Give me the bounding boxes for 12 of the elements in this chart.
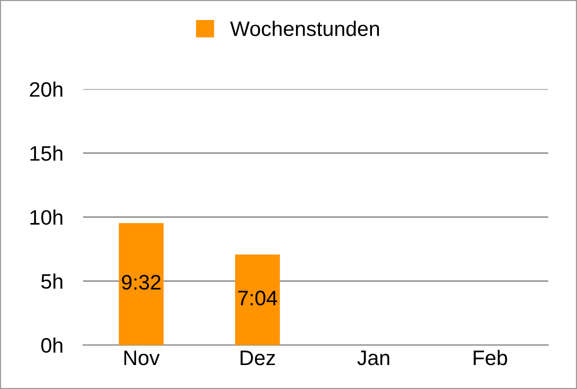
data-label: 7:04 [238,290,278,306]
x-tick-label: Nov [124,350,160,366]
y-tick-label: 10h [30,210,62,225]
data-label: 9:32 [122,274,160,290]
y-tick-label: 0h [41,337,62,353]
y-tick-label: 20h [30,82,62,97]
y-tick-label: 15h [30,146,62,161]
x-tick-label: Feb [474,350,508,366]
y-tick-label: 5h [41,274,62,289]
x-tick-label: Jan [357,350,390,366]
legend-label: Wochenstunden [230,20,379,36]
x-tick-label: Dez [240,350,275,366]
